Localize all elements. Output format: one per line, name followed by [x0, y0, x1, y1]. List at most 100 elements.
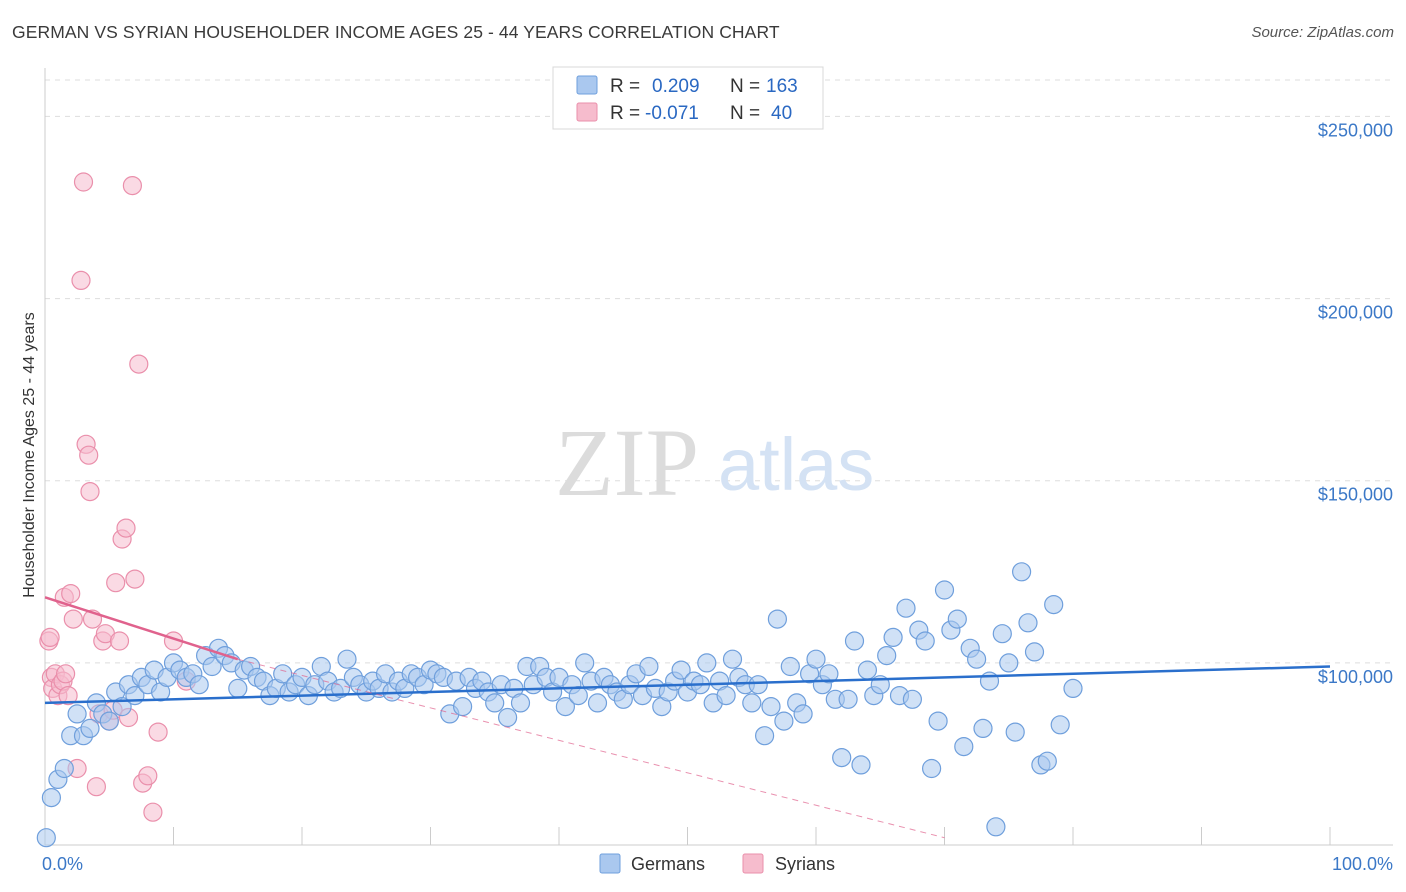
- point-germans-10: [99, 711, 119, 731]
- point-germans-124: [832, 747, 852, 768]
- trend-lines: [44, 596, 1331, 839]
- point-germans-0: [36, 828, 56, 848]
- point-syrians-15: [73, 172, 94, 192]
- y-tick-label-0: $100,000: [1318, 667, 1393, 687]
- legend-syrians-r-label: R =: [610, 103, 640, 124]
- point-germans-128: [857, 660, 878, 680]
- point-germans-158: [1050, 715, 1070, 735]
- legend-germans-r-value: 0.209: [652, 76, 700, 97]
- point-germans-7: [80, 718, 100, 739]
- point-germans-126: [844, 631, 865, 651]
- watermark-atlas: atlas: [718, 423, 874, 506]
- point-germans-26: [202, 656, 222, 677]
- point-germans-148: [986, 817, 1006, 837]
- point-syrians-33: [129, 354, 149, 374]
- point-germans-116: [780, 656, 800, 677]
- trend-line-germans: [44, 665, 1331, 705]
- point-germans-84: [575, 653, 595, 673]
- point-germans-72: [498, 707, 518, 728]
- point-syrians-10: [58, 685, 78, 706]
- bottom-legend-germans: Germans: [631, 854, 705, 874]
- point-germans-145: [966, 649, 987, 669]
- series-germans-points: [36, 562, 1083, 848]
- legend-germans-r-label: R =: [610, 76, 640, 97]
- point-germans-37: [273, 664, 293, 684]
- point-syrians-26: [106, 573, 126, 593]
- trend-line-syrians: [44, 596, 239, 661]
- point-germans-122: [819, 664, 839, 684]
- point-germans-137: [915, 631, 935, 651]
- point-germans-131: [877, 645, 897, 666]
- point-germans-125: [838, 689, 858, 709]
- point-syrians-12: [63, 609, 83, 629]
- point-syrians-31: [122, 176, 142, 196]
- point-germans-112: [754, 726, 775, 746]
- x-tick-label-right: 100.0%: [1332, 854, 1393, 874]
- legend: R = 0.209 N = 163 R = -0.071 N = 40: [552, 66, 824, 130]
- point-germans-65: [453, 696, 473, 717]
- y-tick-label-2: $200,000: [1318, 303, 1393, 323]
- point-germans-118: [793, 704, 813, 724]
- y-tick-label-3: $250,000: [1318, 120, 1393, 140]
- legend-swatch-syrians: [576, 102, 598, 122]
- point-germans-106: [716, 685, 736, 706]
- legend-box: [552, 66, 824, 130]
- point-germans-142: [947, 609, 967, 629]
- point-germans-74: [510, 693, 531, 713]
- legend-germans-n-value: 163: [766, 76, 798, 97]
- point-germans-3: [54, 758, 74, 779]
- point-germans-83: [568, 685, 588, 706]
- point-germans-110: [742, 693, 762, 713]
- point-germans-135: [902, 689, 923, 709]
- point-syrians-18: [80, 482, 100, 502]
- legend-syrians-n-label: N =: [730, 103, 760, 124]
- y-tick-label-1: $150,000: [1318, 485, 1393, 505]
- bottom-legend-swatch-syrians: [742, 853, 764, 874]
- point-germans-94: [639, 656, 659, 677]
- point-germans-111: [748, 675, 768, 695]
- point-syrians-32: [125, 569, 145, 589]
- legend-syrians-n-value: 40: [771, 103, 792, 124]
- point-germans-127: [851, 755, 871, 775]
- legend-syrians-r-value: -0.071: [645, 103, 699, 124]
- point-germans-151: [1005, 722, 1025, 742]
- point-germans-107: [722, 649, 743, 669]
- point-syrians-37: [148, 722, 168, 742]
- bottom-legend-syrians: Syrians: [775, 854, 835, 874]
- point-germans-159: [1063, 678, 1083, 699]
- chart-title: GERMAN VS SYRIAN HOUSEHOLDER INCOME AGES…: [12, 22, 780, 42]
- bottom-legend: Germans Syrians: [599, 853, 835, 874]
- legend-swatch-germans: [576, 75, 598, 95]
- y-tick-labels: $100,000 $150,000 $200,000 $250,000: [1318, 120, 1393, 686]
- point-germans-150: [999, 653, 1019, 673]
- point-syrians-1: [40, 627, 60, 648]
- y-axis-label: Householder Income Ages 25 - 44 years: [21, 312, 38, 598]
- point-germans-47: [337, 649, 357, 669]
- gridlines: [45, 79, 1393, 664]
- point-germans-143: [954, 736, 974, 757]
- point-germans-5: [67, 704, 87, 724]
- bottom-legend-swatch-germans: [599, 853, 621, 874]
- point-germans-24: [189, 675, 209, 695]
- point-syrians-20: [86, 777, 107, 797]
- point-germans-115: [774, 711, 794, 731]
- point-germans-134: [896, 598, 916, 618]
- point-germans-103: [697, 653, 717, 673]
- point-germans-99: [671, 660, 691, 680]
- point-germans-86: [587, 693, 608, 713]
- point-germans-138: [921, 758, 942, 779]
- point-germans-120: [806, 649, 826, 669]
- point-syrians-14: [71, 270, 91, 290]
- source-label: Source: ZipAtlas.com: [1251, 24, 1394, 41]
- axes: [44, 68, 1393, 846]
- point-germans-30: [228, 678, 248, 699]
- point-syrians-17: [79, 445, 99, 465]
- point-germans-146: [973, 718, 993, 739]
- point-germans-70: [485, 693, 505, 713]
- point-germans-140: [934, 580, 955, 600]
- point-germans-132: [883, 627, 903, 648]
- point-germans-149: [992, 624, 1012, 644]
- trend-extension-syrians: [237, 658, 945, 839]
- point-germans-154: [1024, 642, 1045, 662]
